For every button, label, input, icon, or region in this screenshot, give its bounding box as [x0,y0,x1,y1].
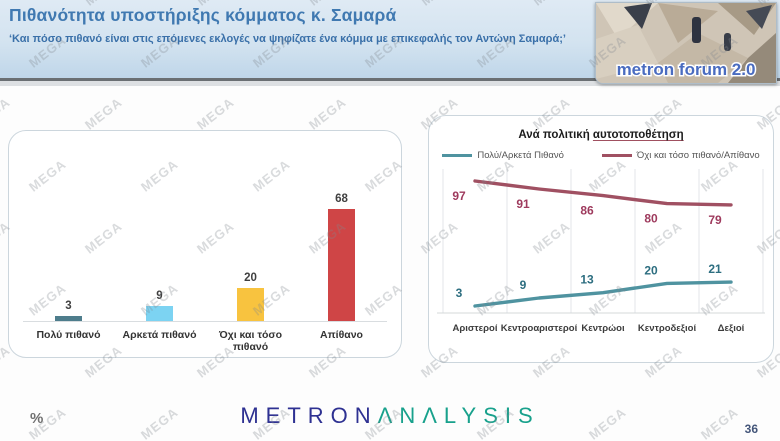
bar-category-label: Αρκετά πιθανό [122,329,197,341]
legend-line-swatch [601,154,632,157]
point-value-label: 80 [644,212,658,226]
page-number: 36 [744,422,758,436]
bar-chart-category-axis: Πολύ πιθανό Αρκετά πιθανό Όχι και τόσο πιθ… [23,321,387,353]
x-axis-category-label: Κεντροαριστεροί [501,323,578,334]
point-value-label: 97 [452,189,466,203]
point-value-label: 79 [708,213,722,227]
page-title: Πιθανότητα υποστήριξης κόμματος κ. Σαμαρ… [9,5,397,25]
footer-logo-analysis: ΛNΛLYSIS [377,403,540,428]
line-chart-legend: Πολύ/Αρκετά Πιθανό Όχι και τόσο πιθανό/Απ… [429,150,773,161]
bar [146,306,173,321]
legend-line-swatch [442,154,473,157]
line-chart-title: Ανά πολιτική αυτοτοποθέτηση [429,129,773,141]
footer-logo-metron: METRON [240,403,378,428]
bar-chart-card: 3 9 20 68 Πολύ πιθανό Αρκετά πιθανό Όχι και τ… [8,130,402,358]
mosaic-photo-graphic: metron forum 2.0 [596,3,776,83]
brand-image-text: metron forum 2.0 [617,60,756,79]
bar [55,316,82,321]
point-value-label: 13 [580,273,594,287]
bar-category-label: Όχι και τόσο πιθανό [218,329,283,353]
bar-value-label: 20 [244,272,257,284]
bar-column: 68 [296,193,387,321]
point-value-label: 91 [516,197,530,211]
bar-category-label: Πολύ πιθανό [36,329,101,341]
point-value-label: 3 [456,286,463,300]
line-chart-title-underlined: αυτοτοποθέτηση [592,129,684,141]
legend-label: Πολύ/Αρκετά Πιθανό [477,150,564,161]
x-axis-category-label: Δεξιοί [718,323,745,334]
bar [237,288,264,321]
bar-chart-plot: 3 9 20 68 [9,131,401,321]
metron-forum-photo: metron forum 2.0 [595,2,777,84]
legend-item: Πολύ/Αρκετά Πιθανό [442,150,564,161]
legend-label: Όχι και τόσο πιθανό/Απίθανο [636,150,760,161]
mega-watermark: MEGA [305,94,350,133]
point-value-label: 21 [708,262,722,276]
point-value-label: 9 [520,278,527,292]
x-axis-category-label: Κεντροδεξιοί [638,323,697,334]
footer-logo: METRONΛNΛLYSIS [0,403,780,429]
x-axis-category-label: Αριστεροί [453,323,498,334]
bar-value-label: 68 [335,193,348,205]
mega-watermark: MEGA [0,94,14,133]
bar-category-label: Απίθανο [320,329,363,341]
line-chart-plot: 3 9 13 20 21 97 91 86 80 79 Αριστεροί Κεντροαριστερ… [437,169,765,334]
bar-value-label: 3 [65,300,72,312]
mega-watermark: MEGA [193,94,238,133]
bar-value-label: 9 [156,290,163,302]
mega-watermark: MEGA [81,94,126,133]
series-line [473,179,733,207]
bar-column: 20 [205,272,296,321]
x-axis-category-label: Κεντρώοι [581,323,625,334]
line-chart-card: Ανά πολιτική αυτοτοποθέτηση Πολύ/Αρκετά … [428,115,774,363]
point-value-label: 20 [644,263,658,277]
page-subtitle: ‘Και πόσο πιθανό είναι στις επόμενες εκλ… [9,33,566,45]
bar-column: 9 [114,290,205,321]
point-value-label: 86 [580,204,594,218]
line-chart-title-prefix: Ανά πολιτική [518,129,593,141]
percent-label: % [30,410,44,427]
header: Πιθανότητα υποστήριξης κόμματος κ. Σαμαρ… [0,0,780,84]
bar-column: 3 [23,300,114,321]
legend-item: Όχι και τόσο πιθανό/Απίθανο [601,150,760,161]
bar [328,209,355,321]
series-line [473,280,733,308]
